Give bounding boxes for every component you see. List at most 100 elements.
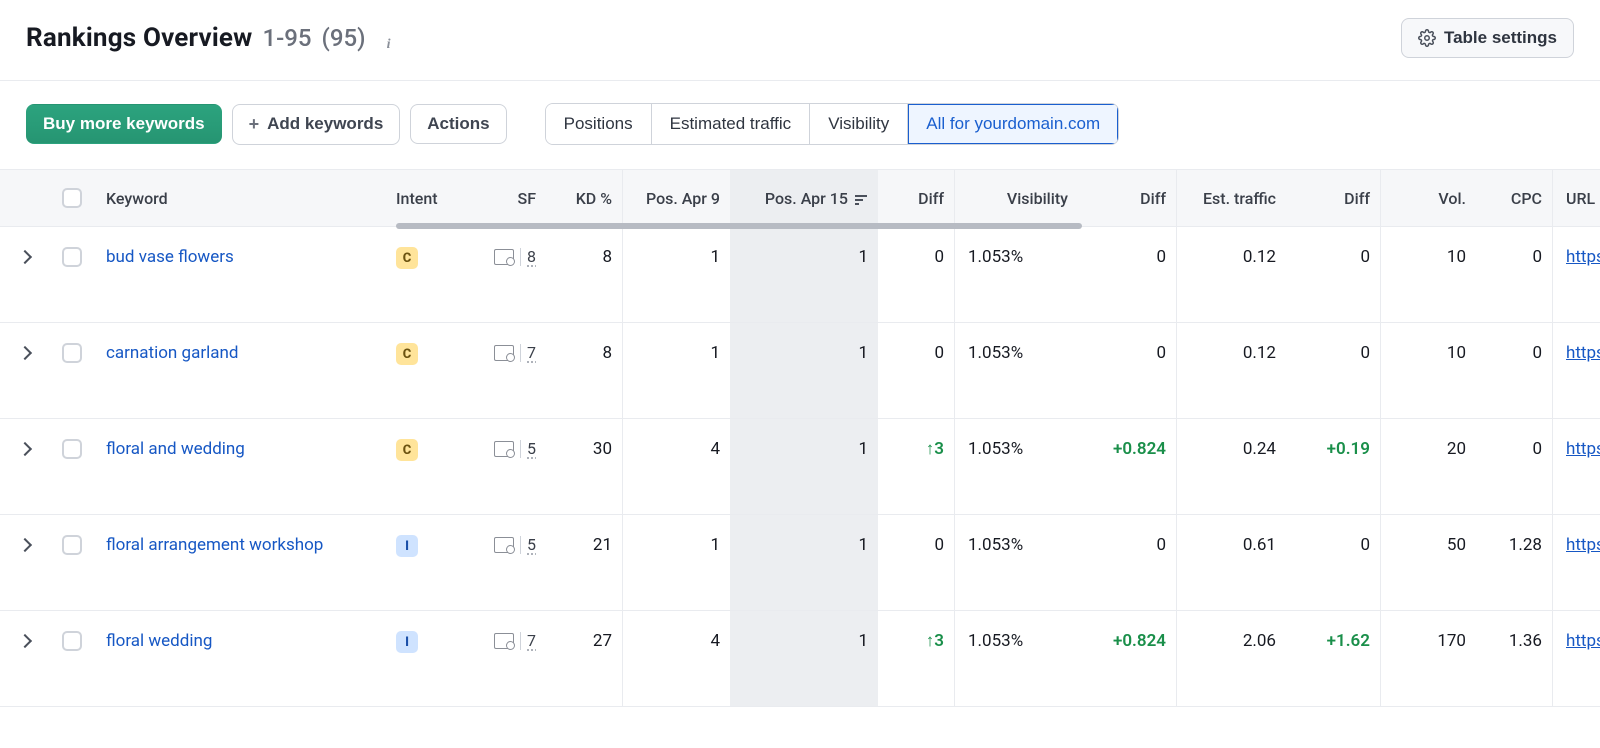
expand-row-icon[interactable] — [19, 538, 33, 552]
table-body: bud vase flowersC881101.053%00.120100htt… — [0, 227, 1600, 707]
add-keywords-button[interactable]: + Add keywords — [232, 104, 401, 145]
col-visibility[interactable]: Visibility — [954, 170, 1078, 226]
expand-row-icon[interactable] — [19, 346, 33, 360]
url-link[interactable]: https:// — [1566, 247, 1600, 267]
volume-value: 10 — [1380, 323, 1476, 418]
col-diff-pos[interactable]: Diff — [878, 170, 954, 226]
expand-row-icon[interactable] — [19, 442, 33, 456]
pos-curr-value: 1 — [730, 611, 878, 706]
diff-traffic-value: +0.19 — [1286, 419, 1380, 514]
tab-est-traffic[interactable]: Estimated traffic — [652, 104, 811, 144]
serp-features-count: 8 — [527, 247, 536, 266]
cpc-value: 1.28 — [1476, 515, 1552, 610]
col-diff-vis[interactable]: Diff — [1078, 170, 1176, 226]
volume-value: 170 — [1380, 611, 1476, 706]
actions-button[interactable]: Actions — [410, 104, 506, 144]
col-pos-curr-label: Pos. Apr 15 — [765, 189, 848, 208]
col-cpc[interactable]: CPC — [1476, 170, 1552, 226]
col-sf[interactable]: SF — [466, 170, 546, 226]
serp-features-icon — [494, 441, 514, 457]
serp-features[interactable]: 7 — [494, 343, 536, 362]
pos-prev-value: 1 — [622, 515, 730, 610]
diff-pos-value: 0 — [878, 515, 954, 610]
page-count: (95) — [322, 24, 366, 52]
table-settings-label: Table settings — [1444, 28, 1557, 48]
col-url[interactable]: URL — [1552, 170, 1600, 226]
col-intent[interactable]: Intent — [386, 170, 466, 226]
row-checkbox[interactable] — [62, 247, 82, 267]
tab-positions[interactable]: Positions — [546, 104, 652, 144]
col-keyword[interactable]: Keyword — [96, 170, 386, 226]
kd-value: 8 — [546, 323, 622, 418]
url-link[interactable]: https:// — [1566, 535, 1600, 555]
serp-features[interactable]: 5 — [494, 439, 536, 458]
keyword-link[interactable]: carnation garland — [106, 343, 238, 363]
select-all-checkbox[interactable] — [62, 188, 82, 208]
cpc-value: 0 — [1476, 227, 1552, 322]
serp-features[interactable]: 5 — [494, 535, 536, 554]
toolbar: Buy more keywords + Add keywords Actions… — [0, 81, 1600, 169]
volume-value: 20 — [1380, 419, 1476, 514]
url-link[interactable]: https:// — [1566, 439, 1600, 459]
kd-value: 8 — [546, 227, 622, 322]
page-header: Rankings Overview 1-95 (95) i Table sett… — [0, 0, 1600, 81]
serp-features[interactable]: 8 — [494, 247, 536, 266]
cpc-value: 1.36 — [1476, 611, 1552, 706]
visibility-value: 1.053% — [954, 419, 1078, 514]
col-kd[interactable]: KD % — [546, 170, 622, 226]
volume-value: 50 — [1380, 515, 1476, 610]
volume-value: 10 — [1380, 227, 1476, 322]
cpc-value: 0 — [1476, 419, 1552, 514]
serp-features[interactable]: 7 — [494, 631, 536, 650]
info-icon[interactable]: i — [380, 36, 398, 54]
diff-traffic-value: 0 — [1286, 515, 1380, 610]
row-checkbox[interactable] — [62, 535, 82, 555]
table-settings-button[interactable]: Table settings — [1401, 18, 1574, 58]
actions-label: Actions — [427, 114, 489, 134]
col-volume[interactable]: Vol. — [1380, 170, 1476, 226]
serp-features-count: 7 — [527, 631, 536, 650]
url-link[interactable]: https:// — [1566, 631, 1600, 651]
table-row: bud vase flowersC881101.053%00.120100htt… — [0, 227, 1600, 323]
serp-features-icon — [494, 537, 514, 553]
row-checkbox[interactable] — [62, 343, 82, 363]
add-keywords-label: Add keywords — [267, 114, 383, 134]
est-traffic-value: 0.61 — [1176, 515, 1286, 610]
expand-row-icon[interactable] — [19, 250, 33, 264]
diff-pos-value: 0 — [878, 227, 954, 322]
expand-row-icon[interactable] — [19, 634, 33, 648]
buy-keywords-button[interactable]: Buy more keywords — [26, 104, 222, 144]
kd-value: 27 — [546, 611, 622, 706]
sort-desc-icon — [854, 189, 868, 208]
col-pos-prev[interactable]: Pos. Apr 9 — [622, 170, 730, 226]
intent-badge: C — [396, 343, 418, 365]
intent-badge: C — [396, 439, 418, 461]
diff-pos-value: ↑3 — [878, 611, 954, 706]
diff-traffic-value: +1.62 — [1286, 611, 1380, 706]
table-row: floral and weddingC53041↑31.053%+0.8240.… — [0, 419, 1600, 515]
col-est-traffic[interactable]: Est. traffic — [1176, 170, 1286, 226]
row-checkbox[interactable] — [62, 631, 82, 651]
diff-vis-value: 0 — [1078, 515, 1176, 610]
diff-traffic-value: 0 — [1286, 227, 1380, 322]
keyword-link[interactable]: floral and wedding — [106, 439, 245, 459]
diff-traffic-value: 0 — [1286, 323, 1380, 418]
keyword-link[interactable]: floral wedding — [106, 631, 212, 651]
buy-keywords-label: Buy more keywords — [43, 114, 205, 134]
visibility-value: 1.053% — [954, 323, 1078, 418]
diff-vis-value: 0 — [1078, 227, 1176, 322]
est-traffic-value: 0.12 — [1176, 227, 1286, 322]
row-checkbox[interactable] — [62, 439, 82, 459]
pos-curr-value: 1 — [730, 323, 878, 418]
horizontal-scrollbar[interactable] — [396, 223, 1082, 229]
url-link[interactable]: https:// — [1566, 343, 1600, 363]
tab-visibility[interactable]: Visibility — [810, 104, 908, 144]
keyword-link[interactable]: bud vase flowers — [106, 247, 234, 267]
col-pos-curr[interactable]: Pos. Apr 15 — [730, 170, 878, 226]
pos-prev-value: 4 — [622, 611, 730, 706]
keyword-link[interactable]: floral arrangement workshop — [106, 535, 323, 555]
tab-all-domain[interactable]: All for yourdomain.com — [908, 104, 1118, 144]
col-diff-traffic[interactable]: Diff — [1286, 170, 1380, 226]
view-tabs: Positions Estimated traffic Visibility A… — [545, 103, 1120, 145]
cpc-value: 0 — [1476, 323, 1552, 418]
